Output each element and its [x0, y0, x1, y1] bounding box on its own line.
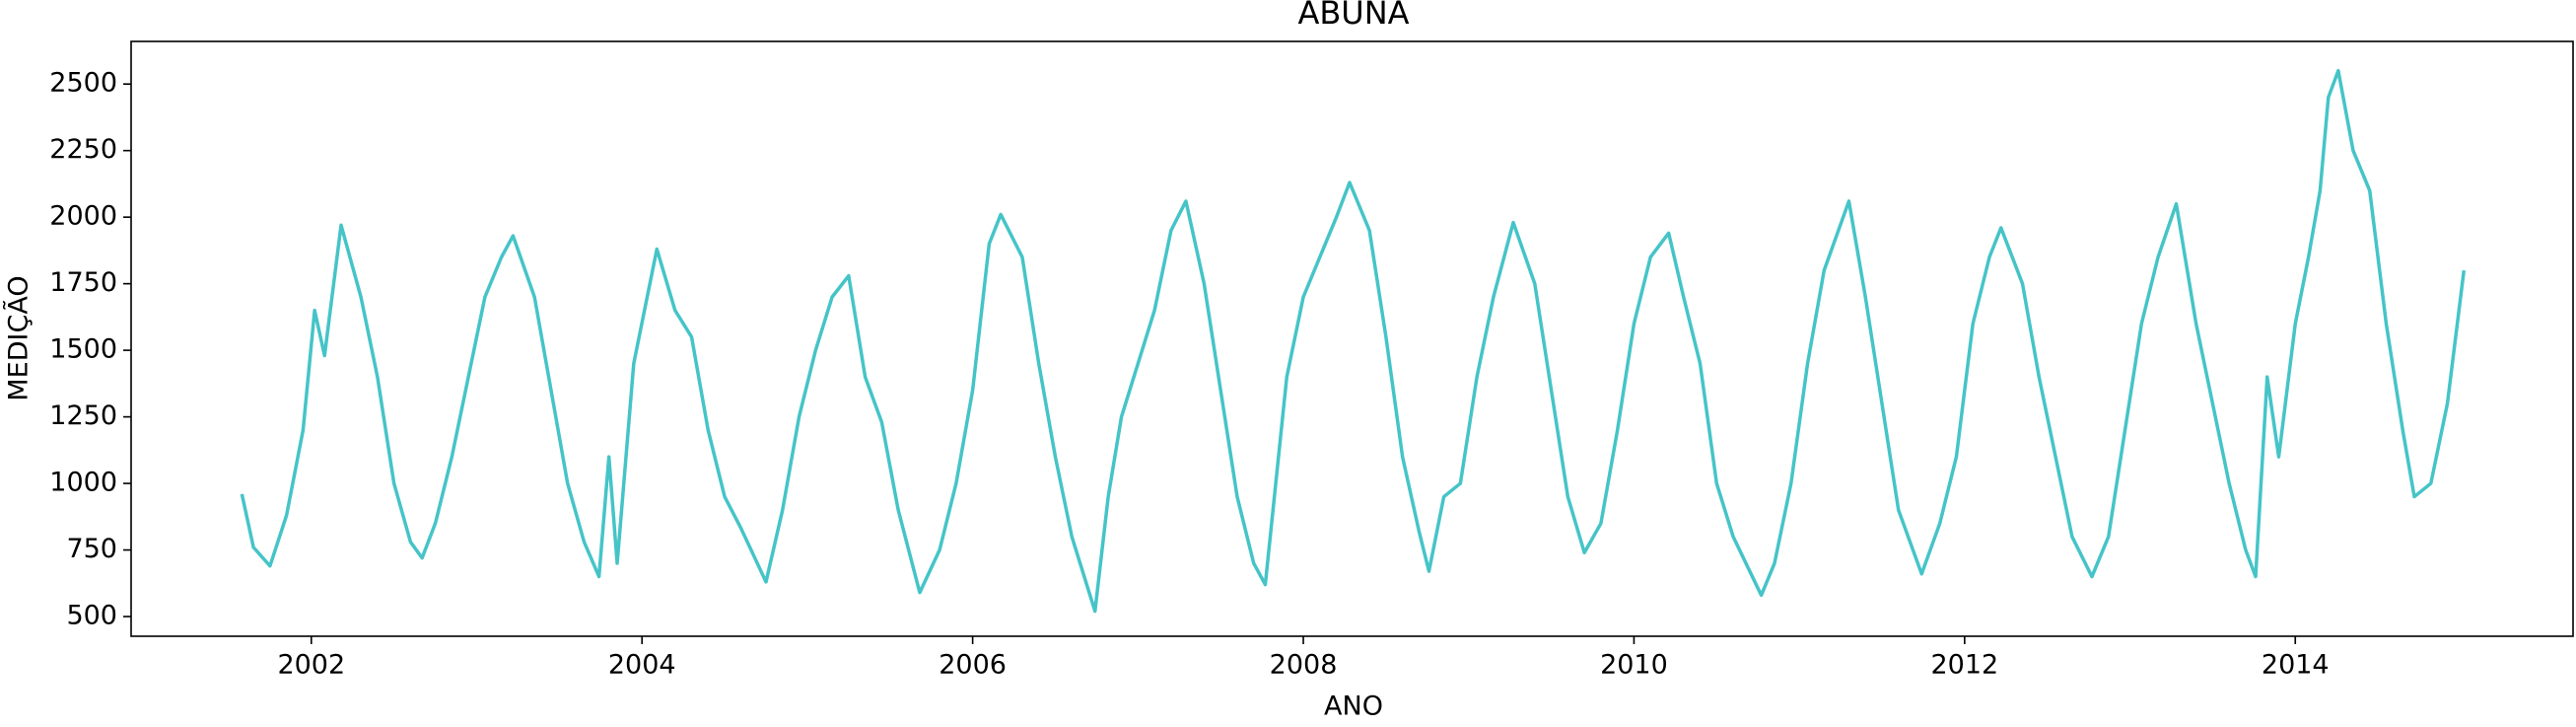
x-tick-label: 2012 [1930, 650, 1998, 681]
y-tick-label: 1750 [49, 267, 117, 298]
data-line [240, 68, 2467, 614]
y-tick-label: 1000 [49, 468, 117, 498]
y-tick-label: 2000 [49, 201, 117, 232]
plot-frame [130, 40, 2574, 637]
y-tick-label: 750 [66, 534, 117, 564]
x-tick-label: 2014 [2262, 650, 2330, 681]
x-tick-label: 2008 [1270, 650, 1338, 681]
y-tick-label: 1500 [49, 334, 117, 365]
y-tick-label: 500 [66, 601, 117, 631]
x-tick-label: 2004 [608, 650, 676, 681]
chart-title: ABUNA [1297, 0, 1409, 32]
y-tick-label: 2500 [49, 68, 117, 99]
y-tick-label: 2250 [49, 134, 117, 165]
y-axis-label: MEDIÇÃO [3, 275, 35, 400]
x-tick-label: 2010 [1600, 650, 1668, 681]
y-tick-label: 1250 [49, 400, 117, 431]
x-axis-label: ANO [1324, 691, 1383, 722]
x-tick-label: 2002 [277, 650, 345, 681]
x-tick-label: 2006 [939, 650, 1007, 681]
